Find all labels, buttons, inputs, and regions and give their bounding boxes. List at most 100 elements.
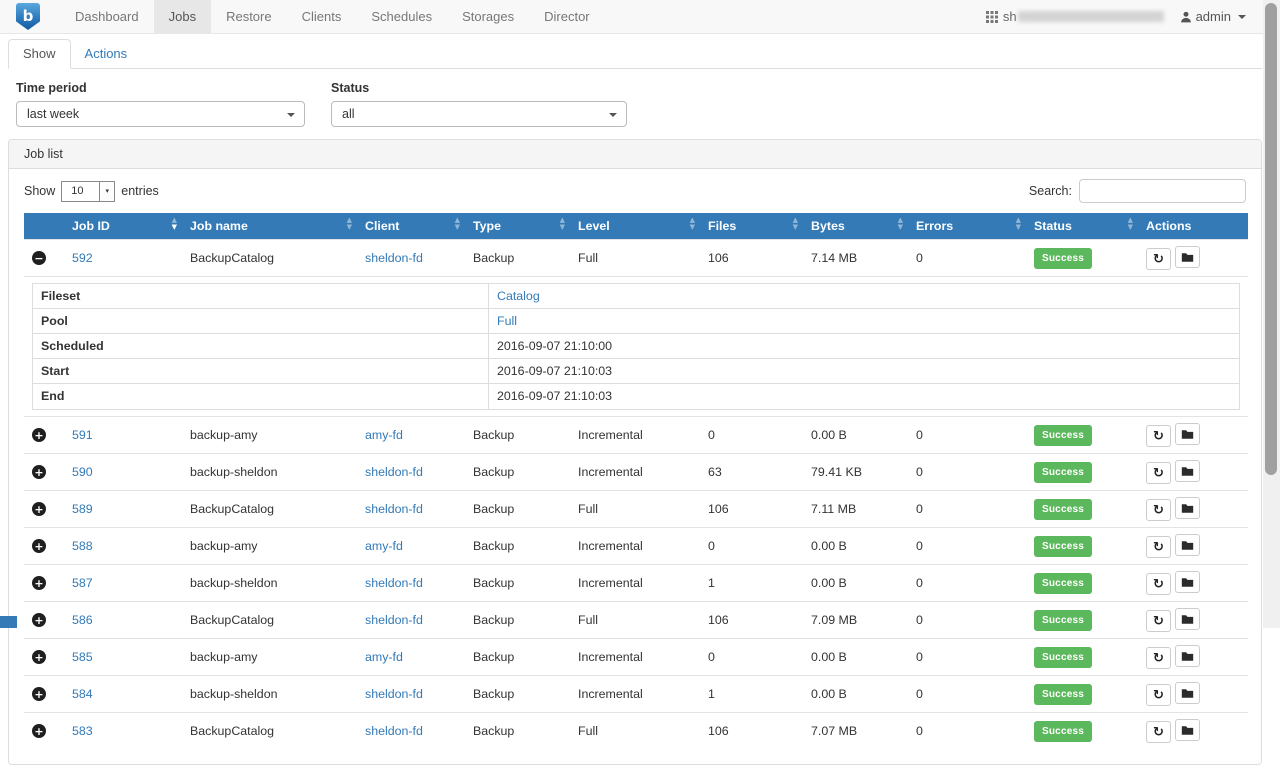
col-header-job-id[interactable]: Job ID▲▼ — [64, 213, 182, 240]
restart-job-button[interactable]: ↻ — [1146, 462, 1171, 484]
scrollbar[interactable] — [1263, 0, 1280, 628]
plus-circle-icon[interactable]: + — [32, 724, 46, 738]
level-cell: Incremental — [570, 417, 700, 454]
restart-job-button[interactable]: ↻ — [1146, 425, 1171, 447]
restart-job-button[interactable]: ↻ — [1146, 647, 1171, 669]
job-files-button[interactable] — [1175, 571, 1200, 593]
plus-circle-icon[interactable]: + — [32, 613, 46, 627]
nav-item-schedules[interactable]: Schedules — [356, 0, 447, 33]
detail-link[interactable]: Catalog — [497, 289, 540, 304]
plus-circle-icon[interactable]: + — [32, 502, 46, 516]
job-id-link[interactable]: 592 — [72, 251, 93, 265]
col-header-errors[interactable]: Errors▲▼ — [908, 213, 1026, 240]
job-id-link[interactable]: 590 — [72, 465, 93, 479]
search-label: Search: — [1029, 184, 1072, 198]
job-files-button[interactable] — [1175, 719, 1200, 741]
restart-job-button[interactable]: ↻ — [1146, 684, 1171, 706]
nav-item-dashboard[interactable]: Dashboard — [60, 0, 154, 33]
col-header-status[interactable]: Status▲▼ — [1026, 213, 1138, 240]
sort-arrows-icon[interactable]: ▲▼ — [1016, 217, 1021, 230]
client-link[interactable]: sheldon-fd — [365, 502, 423, 516]
sort-arrows-icon[interactable]: ▲▼ — [455, 217, 460, 230]
status-select[interactable]: all — [331, 101, 627, 127]
restart-job-button[interactable]: ↻ — [1146, 536, 1171, 558]
status-cell: Success — [1026, 639, 1138, 676]
job-files-button[interactable] — [1175, 534, 1200, 556]
tab-show[interactable]: Show — [8, 39, 71, 69]
sort-desc-icon: ▼ — [347, 224, 352, 231]
detail-link[interactable]: Full — [497, 314, 517, 329]
tab-actions[interactable]: Actions — [71, 40, 142, 68]
job-files-button[interactable] — [1175, 497, 1200, 519]
entries-select[interactable]: 10 ▾ — [61, 181, 115, 202]
job-files-button[interactable] — [1175, 682, 1200, 704]
col-header-job-name[interactable]: Job name▲▼ — [182, 213, 357, 240]
sort-arrows-icon[interactable]: ▲▼ — [172, 217, 177, 230]
level-cell: Incremental — [570, 565, 700, 602]
time-period-select[interactable]: last week — [16, 101, 305, 127]
sort-arrows-icon[interactable]: ▲▼ — [898, 217, 903, 230]
detail-label: End — [33, 389, 488, 404]
client-link[interactable]: sheldon-fd — [365, 465, 423, 479]
sort-arrows-icon[interactable]: ▲▼ — [560, 217, 565, 230]
plus-circle-icon[interactable]: + — [32, 539, 46, 553]
job-files-button[interactable] — [1175, 645, 1200, 667]
search-input[interactable] — [1079, 179, 1246, 203]
client-link[interactable]: amy-fd — [365, 539, 403, 553]
sort-arrows-icon[interactable]: ▲▼ — [690, 217, 695, 230]
job-files-button[interactable] — [1175, 246, 1200, 268]
client-cell: sheldon-fd — [357, 240, 465, 277]
sort-arrows-icon[interactable]: ▲▼ — [1128, 217, 1133, 230]
job-files-button[interactable] — [1175, 608, 1200, 630]
client-link[interactable]: sheldon-fd — [365, 687, 423, 701]
bytes-cell: 79.41 KB — [803, 454, 908, 491]
job-files-button[interactable] — [1175, 423, 1200, 445]
minus-circle-icon[interactable]: − — [32, 251, 46, 265]
client-link[interactable]: sheldon-fd — [365, 613, 423, 627]
baculum-logo[interactable]: b — [10, 0, 60, 33]
nav-item-director[interactable]: Director — [529, 0, 605, 33]
job-id-link[interactable]: 588 — [72, 539, 93, 553]
scrollbar-thumb[interactable] — [1265, 3, 1277, 475]
col-header-client[interactable]: Client▲▼ — [357, 213, 465, 240]
plus-circle-icon[interactable]: + — [32, 576, 46, 590]
client-link[interactable]: amy-fd — [365, 650, 403, 664]
nav-item-clients[interactable]: Clients — [287, 0, 357, 33]
plus-circle-icon[interactable]: + — [32, 687, 46, 701]
restart-job-button[interactable]: ↻ — [1146, 573, 1171, 595]
plus-circle-icon[interactable]: + — [32, 428, 46, 442]
restart-icon: ↻ — [1153, 253, 1164, 266]
restart-job-button[interactable]: ↻ — [1146, 499, 1171, 521]
nav-item-storages[interactable]: Storages — [447, 0, 529, 33]
sort-arrows-icon[interactable]: ▲▼ — [793, 217, 798, 230]
col-header-level[interactable]: Level▲▼ — [570, 213, 700, 240]
client-cell: amy-fd — [357, 528, 465, 565]
job-id-link[interactable]: 584 — [72, 687, 93, 701]
plus-circle-icon[interactable]: + — [32, 650, 46, 664]
col-header-files[interactable]: Files▲▼ — [700, 213, 803, 240]
col-header-type[interactable]: Type▲▼ — [465, 213, 570, 240]
restart-job-button[interactable]: ↻ — [1146, 248, 1171, 270]
job-id-link[interactable]: 587 — [72, 576, 93, 590]
client-link[interactable]: sheldon-fd — [365, 576, 423, 590]
job-id-link[interactable]: 586 — [72, 613, 93, 627]
type-cell: Backup — [465, 639, 570, 676]
client-link[interactable]: sheldon-fd — [365, 724, 423, 738]
restart-job-button[interactable]: ↻ — [1146, 610, 1171, 632]
restart-job-button[interactable]: ↻ — [1146, 721, 1171, 743]
job-id-link[interactable]: 585 — [72, 650, 93, 664]
client-link[interactable]: amy-fd — [365, 428, 403, 442]
job-files-button[interactable] — [1175, 460, 1200, 482]
job-id-link[interactable]: 583 — [72, 724, 93, 738]
sort-arrows-icon[interactable]: ▲▼ — [347, 217, 352, 230]
job-id-link[interactable]: 589 — [72, 502, 93, 516]
nav-item-restore[interactable]: Restore — [211, 0, 287, 33]
client-link[interactable]: sheldon-fd — [365, 251, 423, 265]
user-menu[interactable]: admin — [1180, 9, 1246, 24]
plus-circle-icon[interactable]: + — [32, 465, 46, 479]
nav-item-jobs[interactable]: Jobs — [154, 0, 211, 33]
grid-icon[interactable] — [986, 11, 998, 23]
job-id-link[interactable]: 591 — [72, 428, 93, 442]
col-header-bytes[interactable]: Bytes▲▼ — [803, 213, 908, 240]
type-cell: Backup — [465, 491, 570, 528]
